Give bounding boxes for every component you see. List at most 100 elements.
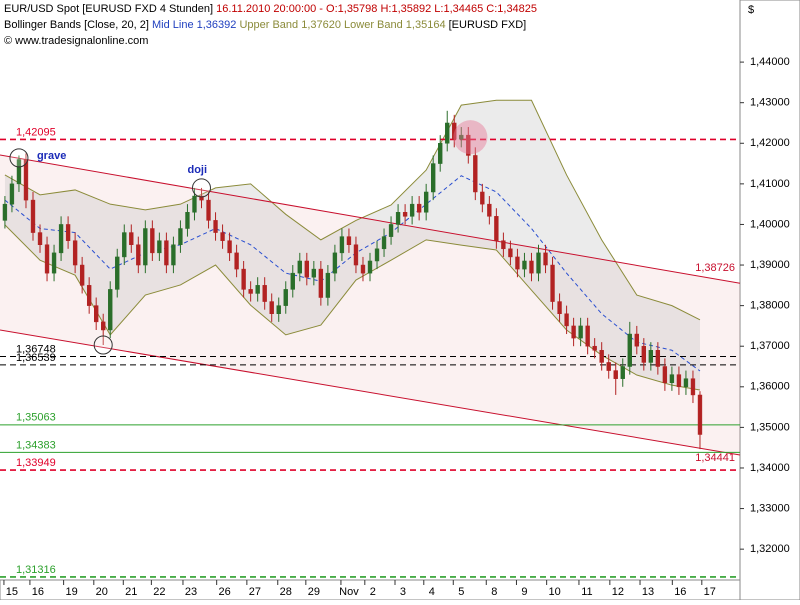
candle-body (536, 252, 541, 274)
candle-body (108, 289, 113, 331)
candle-body (311, 268, 317, 278)
candle-body (248, 289, 253, 294)
y-tick-label: 1,38000 (750, 300, 790, 312)
x-tick-label: 2 (370, 586, 376, 598)
pattern-marker (9, 148, 29, 168)
candle-body (409, 203, 415, 217)
candle-body (459, 134, 464, 140)
y-tick-label: 1,33000 (750, 502, 790, 514)
candle-body (606, 362, 611, 371)
candle-body (94, 305, 99, 323)
candle-body (304, 260, 309, 278)
candle-body (620, 366, 625, 379)
x-tick-label: 28 (280, 586, 292, 598)
candle-body (648, 350, 654, 363)
x-tick-label: 23 (185, 586, 197, 598)
candle-body (86, 285, 92, 306)
candle-body (655, 350, 661, 367)
candle-body (171, 244, 176, 266)
y-tick-label: 1,43000 (750, 97, 790, 109)
x-tick-label: 15 (6, 586, 18, 598)
x-tick-label: 22 (153, 586, 165, 598)
candle-body (206, 199, 211, 221)
level-label: 1,35063 (16, 412, 56, 424)
band-lower (4, 224, 701, 391)
candle-body (72, 240, 78, 266)
candle-body (227, 240, 232, 254)
candle-body (136, 244, 141, 266)
channel-label: 1,34441 (695, 452, 735, 464)
x-tick-label: 27 (249, 586, 261, 598)
x-tick-label: 16 (32, 586, 44, 598)
candle-body (262, 285, 267, 302)
candle-body (641, 345, 646, 363)
candle-body (30, 199, 36, 233)
y-tick-label: 1,32000 (750, 543, 790, 555)
header-line2: Bollinger Bands [Close, 20, 2] Mid Line … (4, 19, 526, 31)
candle-body (157, 240, 162, 254)
y-tick-label: 1,36000 (750, 381, 790, 393)
x-tick-label: 4 (429, 586, 435, 598)
candle-body (416, 203, 422, 213)
candle-body (381, 236, 387, 250)
candle-body (332, 252, 338, 274)
x-tick-label: 8 (491, 586, 497, 598)
candle-body (388, 224, 394, 237)
chart-title: EUR/USD Spot [EURUSD FXD 4 Stunden] (4, 3, 213, 15)
candle-body (143, 228, 148, 266)
annotation: grave (37, 150, 66, 162)
band-legend: Upper Band 1,37620 Lower Band 1,35164 (239, 19, 445, 31)
y-tick-label: 1,34000 (750, 462, 790, 474)
candle-body (662, 366, 668, 383)
band-upper (4, 99, 701, 321)
candle-body (115, 256, 120, 290)
candle-body (578, 325, 583, 339)
candle-body (37, 232, 43, 245)
candle-body (529, 260, 534, 274)
candle-body (613, 370, 618, 379)
candle-body (150, 228, 155, 254)
candle-body (452, 122, 457, 140)
x-tick-label: 5 (458, 586, 464, 598)
y-tick-label: 1,40000 (750, 218, 790, 230)
candle-body (51, 252, 57, 274)
x-tick-label: 29 (308, 586, 320, 598)
candle-body (16, 159, 22, 185)
candle-body (178, 228, 183, 245)
annotation: doji (187, 164, 207, 176)
y-tick-label: 1,35000 (750, 421, 790, 433)
y-tick-label: 1,41000 (750, 178, 790, 190)
candle-body (522, 260, 527, 270)
candle-body (487, 203, 492, 217)
level-label: 1,33949 (16, 457, 56, 469)
candle-body (634, 333, 639, 347)
x-tick-label: 26 (219, 586, 231, 598)
candle-body (564, 313, 569, 327)
candle-body (129, 232, 134, 245)
candle-body (101, 321, 106, 331)
candle-body (599, 350, 604, 363)
candle-body (185, 212, 190, 229)
plot-area (0, 0, 740, 580)
x-tick-label: 11 (581, 586, 592, 598)
candle-body (65, 224, 71, 241)
channel-fill (0, 155, 740, 455)
candle-body (374, 248, 380, 262)
mid-legend: Mid Line 1,36392 (152, 19, 236, 31)
candle-body (9, 183, 15, 205)
candle-body (367, 260, 373, 274)
chart-subtitle: 16.11.2010 20:00:00 - O:1,35798 H:1,3589… (216, 3, 537, 15)
x-tick-label: 3 (400, 586, 406, 598)
candle-body (438, 143, 443, 164)
candle-body (423, 191, 429, 213)
candle-body (515, 256, 520, 270)
candle-body (346, 236, 352, 245)
x-tick-label: 21 (125, 586, 137, 598)
x-tick-label: 16 (674, 586, 686, 598)
header: EUR/USD Spot [EURUSD FXD 4 Stunden] 16.1… (4, 3, 754, 47)
y-tick-label: 1,44000 (750, 56, 790, 68)
level-label: 1,31316 (16, 564, 56, 576)
